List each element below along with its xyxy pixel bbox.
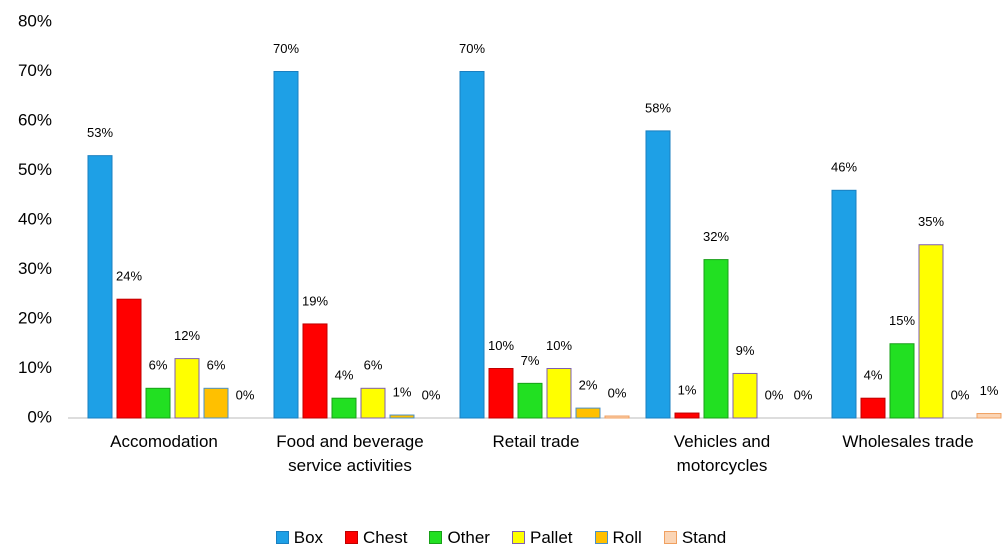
bar [360, 387, 386, 419]
data-label: 70% [273, 41, 299, 56]
data-label: 70% [459, 41, 485, 56]
legend-label: Roll [612, 528, 642, 547]
legend-label: Chest [363, 528, 408, 547]
legend-item: Box [275, 528, 324, 548]
legend-item: Roll [594, 528, 642, 548]
data-label: 46% [831, 160, 857, 175]
bar [116, 298, 142, 419]
data-label: 35% [918, 214, 944, 229]
y-tick-label: 40% [18, 209, 52, 228]
data-label: 12% [174, 328, 200, 343]
data-label: 0% [422, 387, 441, 402]
bar [517, 382, 543, 419]
bar [889, 343, 915, 419]
data-label: 24% [116, 269, 142, 284]
legend-swatch [345, 531, 359, 544]
data-label: 1% [980, 383, 999, 398]
bar [732, 372, 758, 419]
bar [703, 259, 729, 419]
data-label: 1% [393, 384, 412, 399]
bar [302, 323, 328, 419]
y-tick-label: 70% [18, 61, 52, 80]
x-tick-label: Food and beverage service activities [276, 432, 424, 475]
legend-label: Other [447, 528, 490, 547]
bar [860, 397, 886, 419]
bar [331, 397, 357, 419]
data-label: 0% [794, 387, 813, 402]
data-label: 0% [236, 387, 255, 402]
x-tick-label: Vehicles and motorcycles [673, 432, 771, 475]
legend-item: Other [429, 528, 490, 548]
data-label: 9% [736, 343, 755, 358]
y-tick-label: 80% [18, 11, 52, 30]
x-tick-label: Retail trade [492, 432, 580, 451]
data-label: 53% [87, 125, 113, 140]
data-label: 32% [703, 229, 729, 244]
data-label: 58% [645, 100, 671, 115]
bar [203, 387, 229, 419]
legend-swatch [429, 531, 443, 544]
data-label: 19% [302, 293, 328, 308]
bar [645, 130, 671, 419]
data-label: 4% [335, 368, 354, 383]
data-label: 7% [521, 353, 540, 368]
y-tick-label: 20% [18, 308, 52, 327]
bar [87, 155, 113, 419]
bar [674, 412, 700, 419]
bar [488, 368, 514, 419]
y-tick-label: 30% [18, 259, 52, 278]
bar [174, 358, 200, 419]
legend-swatch [594, 531, 608, 544]
data-label: 1% [678, 382, 697, 397]
legend-item: Pallet [511, 528, 573, 548]
data-label: 0% [765, 387, 784, 402]
bar [604, 415, 630, 419]
data-label: 6% [149, 358, 168, 373]
x-tick-label: Wholesales trade [842, 432, 974, 451]
bar [831, 189, 857, 419]
legend: Box Chest Other Pallet Roll Stand [0, 528, 1002, 548]
data-label: 0% [951, 387, 970, 402]
legend-swatch [511, 531, 525, 544]
bar [918, 244, 944, 419]
data-label: 10% [546, 338, 572, 353]
legend-label: Pallet [529, 528, 573, 547]
data-label: 6% [364, 358, 383, 373]
data-label: 6% [207, 358, 226, 373]
legend-item: Stand [663, 528, 727, 548]
y-tick-label: 0% [27, 407, 52, 426]
x-tick-label: Accomodation [110, 432, 218, 451]
y-tick-label: 10% [18, 358, 52, 377]
legend-swatch [663, 531, 677, 544]
legend-label: Box [293, 528, 324, 547]
bar [575, 407, 601, 419]
y-tick-label: 50% [18, 160, 52, 179]
y-tick-label: 60% [18, 110, 52, 129]
data-label: 0% [608, 385, 627, 400]
data-label: 4% [864, 368, 883, 383]
legend-item: Chest [345, 528, 407, 548]
bar [459, 71, 485, 419]
bar [273, 71, 299, 419]
data-label: 10% [488, 338, 514, 353]
bar [546, 368, 572, 419]
data-label: 2% [579, 378, 598, 393]
bar [145, 387, 171, 419]
legend-swatch [275, 531, 289, 544]
data-label: 15% [889, 313, 915, 328]
bar [976, 413, 1002, 419]
legend-label: Stand [681, 528, 727, 547]
bar [389, 414, 415, 419]
